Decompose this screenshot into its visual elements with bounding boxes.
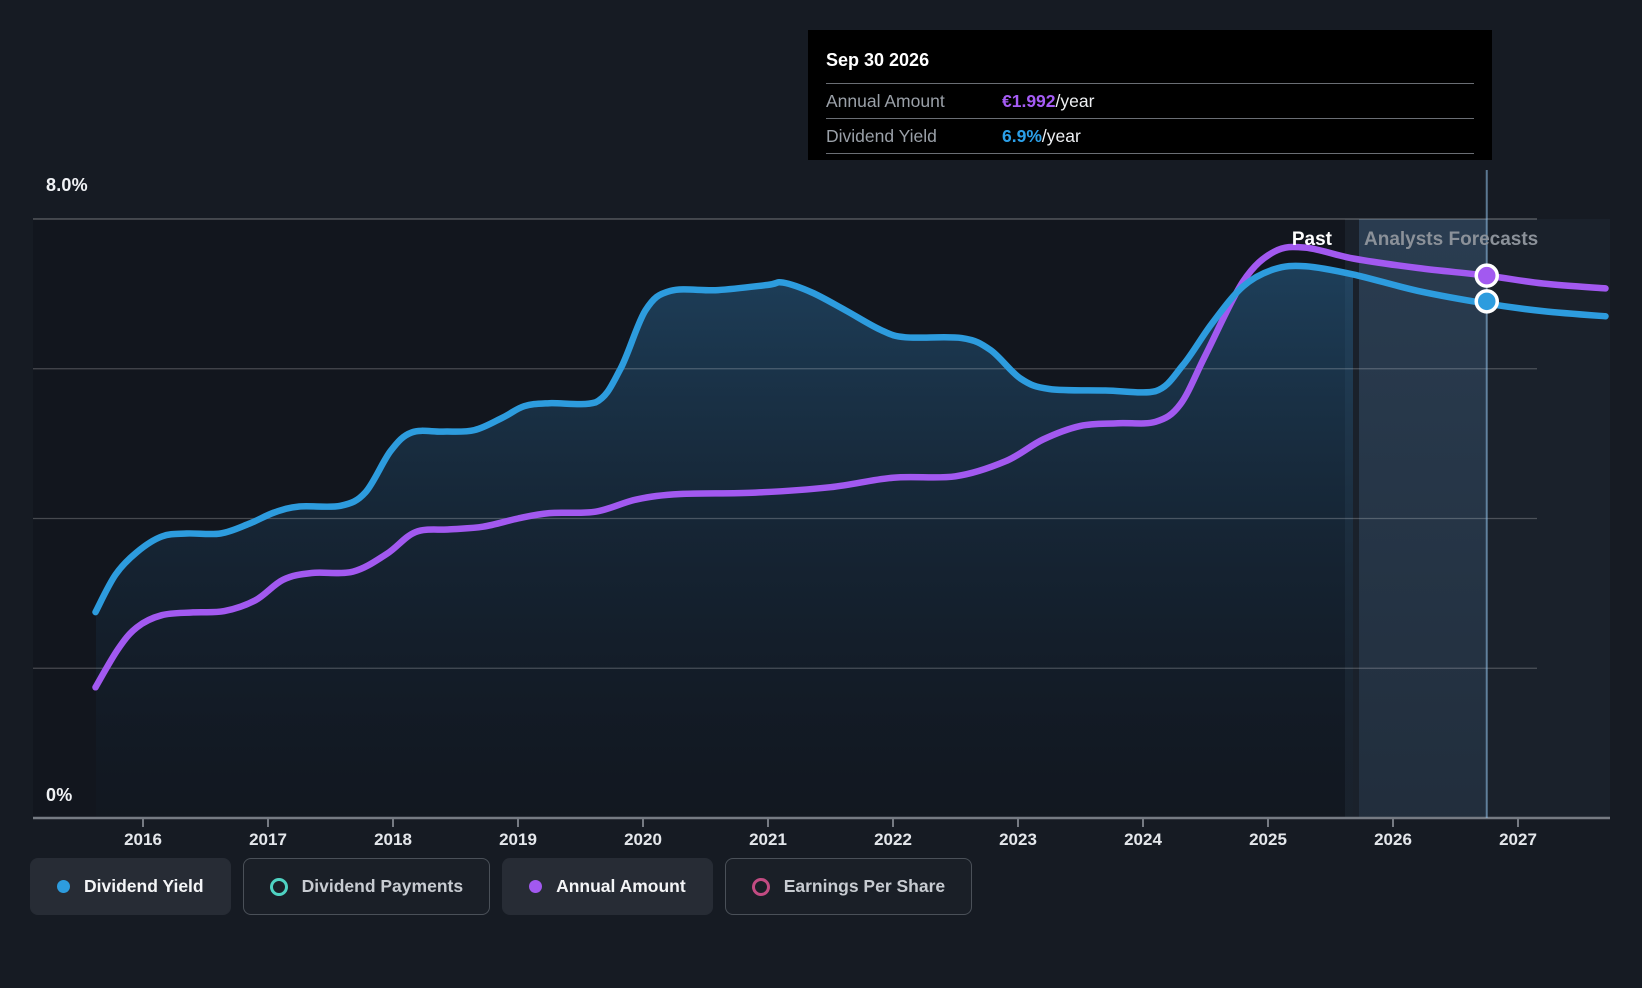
- tooltip-row-value: €1.992: [1002, 90, 1056, 111]
- annual-amount-marker[interactable]: [1474, 263, 1499, 288]
- annual-amount-line[interactable]: [92, 243, 1609, 691]
- tooltip-row: Annual Amount €1.992/year: [826, 84, 1474, 119]
- filled-dot-icon: [57, 880, 70, 893]
- legend: Dividend Yield Dividend Payments Annual Am…: [30, 858, 973, 915]
- x-axis-label-2022: 2022: [874, 830, 912, 849]
- x-axis-label-2021: 2021: [749, 830, 787, 849]
- x-axis-label-2027: 2027: [1499, 830, 1537, 849]
- legend-button-dividend-yield[interactable]: Dividend Yield: [30, 858, 231, 915]
- dividend-yield-area-fill: [96, 265, 1353, 818]
- x-axis-label-2026: 2026: [1374, 830, 1412, 849]
- legend-label: Dividend Yield: [84, 876, 204, 896]
- ring-icon: [269, 877, 288, 896]
- y-axis-top-label: 8.0%: [46, 175, 88, 195]
- tooltip-row-value: 6.9%: [1002, 125, 1042, 146]
- x-axis-label-2016: 2016: [124, 830, 162, 849]
- legend-label: Dividend Payments: [301, 876, 464, 896]
- dividend-yield-marker[interactable]: [1474, 289, 1499, 314]
- legend-button-earnings-per-share[interactable]: Earnings Per Share: [724, 858, 973, 915]
- legend-label: Annual Amount: [556, 876, 686, 896]
- x-axis-label-2024: 2024: [1124, 830, 1162, 849]
- tooltip-row-suffix: /year: [1041, 125, 1081, 146]
- x-axis-label-2025: 2025: [1249, 830, 1287, 849]
- hover-tooltip: Sep 30 2026 Annual Amount €1.992/year Divi…: [808, 30, 1492, 160]
- past-label: Past: [1291, 229, 1332, 250]
- legend-button-annual-amount[interactable]: Annual Amount: [502, 858, 713, 915]
- x-axis-label-2020: 2020: [624, 830, 662, 849]
- filled-dot-icon: [529, 880, 543, 893]
- tooltip-row-suffix: /year: [1055, 90, 1095, 111]
- analysts-forecasts-label: Analysts Forecasts: [1364, 229, 1539, 250]
- x-axis-label-2018: 2018: [374, 830, 412, 849]
- tooltip-row: Dividend Yield 6.9%/year: [826, 119, 1474, 154]
- ring-icon: [751, 877, 770, 896]
- tooltip-date: Sep 30 2026: [826, 44, 1474, 84]
- hover-highlight-band: [1359, 219, 1487, 818]
- x-axis-label-2019: 2019: [499, 830, 537, 849]
- tooltip-row-label: Dividend Yield: [826, 125, 937, 146]
- x-axis-label-2023: 2023: [999, 830, 1037, 849]
- y-axis-bottom-label: 0%: [46, 785, 73, 805]
- x-axis-label-2017: 2017: [249, 830, 287, 849]
- tooltip-row-label: Annual Amount: [826, 90, 945, 111]
- legend-label: Earnings Per Share: [783, 876, 946, 896]
- dividend-yield-line[interactable]: [92, 262, 1609, 616]
- legend-button-dividend-payments[interactable]: Dividend Payments: [242, 858, 491, 915]
